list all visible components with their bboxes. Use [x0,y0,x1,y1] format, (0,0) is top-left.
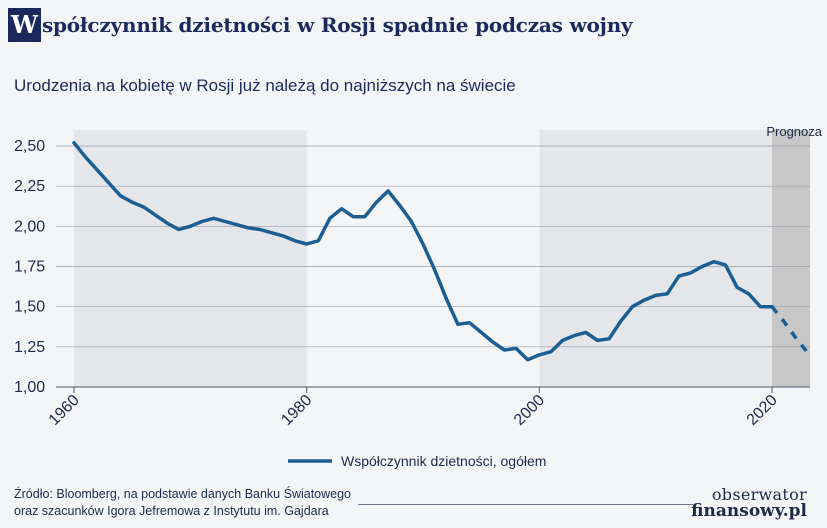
y-tick-label: 1,00 [14,379,45,396]
footer-divider [358,504,693,505]
y-tick-label: 2,00 [14,218,45,235]
title-initial-letter: W [8,8,41,42]
y-tick-label: 1,25 [14,339,45,356]
shaded-period-2 [539,130,772,387]
source-note: Źródło: Bloomberg, na podstawie danych B… [14,486,351,520]
legend-label: Współczynnik dzietności, ogółem [341,453,546,469]
y-tick-label: 1,50 [14,299,45,316]
source-line-2: oraz szacunków Igora Jefremowa z Instytu… [14,504,329,518]
x-tick-label: 1980 [278,392,315,429]
y-tick-label: 2,25 [14,178,45,195]
y-tick-label: 2,50 [14,138,45,155]
x-tick-label: 1960 [46,392,83,429]
y-tick-label: 1,75 [14,259,45,276]
chart-subtitle: Urodzenia na kobietę w Rosji już należą … [14,76,516,95]
title-text: spółczynnik dzietności w Rosji spadnie p… [41,13,633,37]
forecast-shade [772,130,810,387]
x-tick-label: 2020 [744,392,781,429]
brand-logo: obserwator finansowy.pl [691,486,807,520]
forecast-label: Prognoza [766,124,822,139]
shaded-period-1 [74,130,307,387]
brand-line-2: finansowy.pl [691,501,807,521]
x-tick-label: 2000 [511,392,548,429]
source-line-1: Źródło: Bloomberg, na podstawie danych B… [14,487,352,501]
brand-line-1: obserwator [711,485,807,504]
fertility-series-line [72,141,774,362]
